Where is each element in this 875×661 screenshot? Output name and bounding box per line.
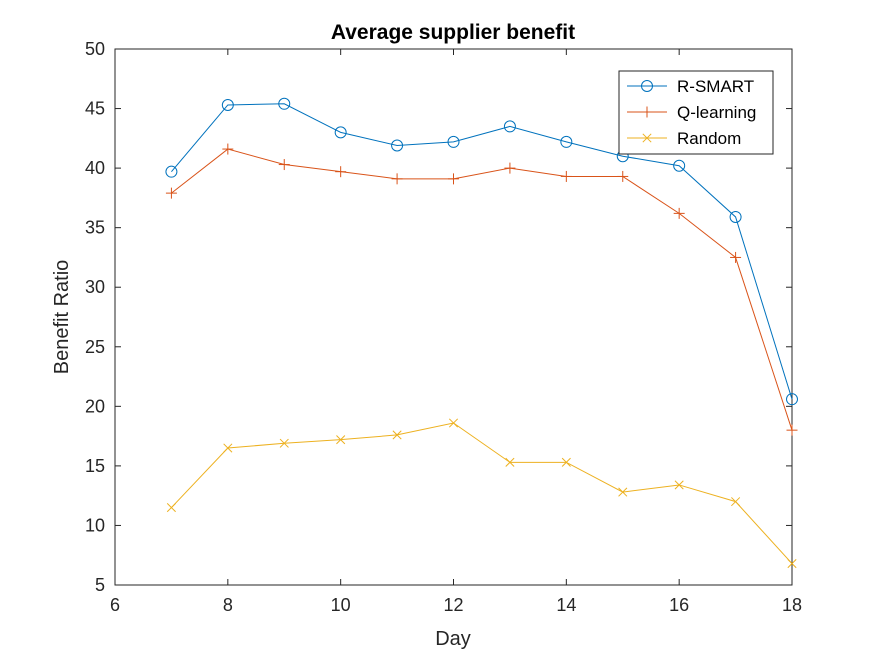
y-tick-label: 50 (85, 39, 105, 59)
y-tick-label: 40 (85, 158, 105, 178)
legend-marker-shape-r-smart (641, 80, 653, 92)
y-tick-label: 25 (85, 337, 105, 357)
data-point-q-learning (730, 251, 742, 263)
data-point-q-learning (448, 173, 459, 185)
x-tick-label: 16 (669, 595, 689, 615)
y-tick-label: 10 (85, 515, 105, 535)
legend-marker-q-learning (641, 106, 653, 118)
data-point-r-smart (391, 139, 404, 152)
legend-label-random: Random (677, 129, 741, 148)
chart-title: Average supplier benefit (331, 21, 575, 44)
data-point-random (731, 497, 741, 507)
legend-marker-r-smart (641, 80, 653, 92)
x-tick-label: 18 (782, 595, 802, 615)
legend-marker-shape-q-learning (641, 106, 653, 118)
data-point-random (336, 435, 346, 445)
legend-label-q-learning: Q-learning (677, 103, 756, 122)
y-tick-label: 35 (85, 218, 105, 238)
data-point-random (674, 480, 684, 490)
data-point-r-smart (729, 210, 742, 223)
x-axis-label: Day (435, 628, 471, 650)
data-point-q-learning (786, 424, 798, 436)
data-point-r-smart (278, 97, 291, 110)
legend-marker-random (642, 133, 652, 143)
x-tick-label: 10 (331, 595, 351, 615)
data-point-random (223, 443, 233, 453)
y-axis-label: Benefit Ratio (51, 260, 73, 375)
series-line-q-learning (171, 148, 793, 431)
y-tick-label: 15 (85, 456, 105, 476)
x-tick-label: 6 (110, 595, 120, 615)
data-point-q-learning (673, 207, 685, 219)
y-tick-label: 45 (85, 99, 105, 119)
series-random (166, 418, 797, 569)
data-point-r-smart (165, 165, 178, 178)
data-point-q-learning (560, 170, 572, 182)
data-point-q-learning (222, 143, 234, 155)
data-point-random (448, 418, 459, 428)
data-point-q-learning (165, 187, 177, 199)
y-tick-label: 30 (85, 277, 105, 297)
data-point-q-learning (504, 162, 516, 174)
series-line-random (171, 422, 793, 564)
data-point-random (561, 457, 571, 467)
data-point-random (392, 430, 402, 440)
data-point-r-smart (786, 393, 798, 406)
data-point-r-smart (334, 126, 347, 139)
x-tick-label: 8 (223, 595, 233, 615)
x-tick-label: 12 (443, 595, 463, 615)
data-point-r-smart (673, 159, 686, 172)
data-point-q-learning (278, 159, 290, 171)
y-tick-label: 5 (95, 575, 105, 595)
data-point-r-smart (560, 135, 573, 148)
x-tick-label: 14 (556, 595, 576, 615)
y-tick-label: 20 (85, 396, 105, 416)
data-point-r-smart (447, 135, 460, 148)
series-r-smart (165, 97, 798, 406)
data-point-r-smart (221, 98, 234, 111)
legend: R-SMART Q-learning Random (618, 70, 774, 155)
data-point-q-learning (617, 170, 629, 182)
data-point-q-learning (391, 173, 403, 185)
data-point-q-learning (335, 166, 347, 178)
data-point-random (279, 438, 289, 448)
legend-label-r-smart: R-SMART (677, 77, 754, 96)
data-point-random (505, 457, 515, 467)
data-point-random (787, 559, 797, 569)
series-q-learning (165, 143, 798, 436)
data-point-random (166, 503, 176, 513)
data-point-r-smart (503, 120, 516, 133)
data-point-random (618, 487, 628, 497)
series-line-r-smart (171, 103, 793, 400)
legend-marker-shape-random (642, 133, 652, 143)
